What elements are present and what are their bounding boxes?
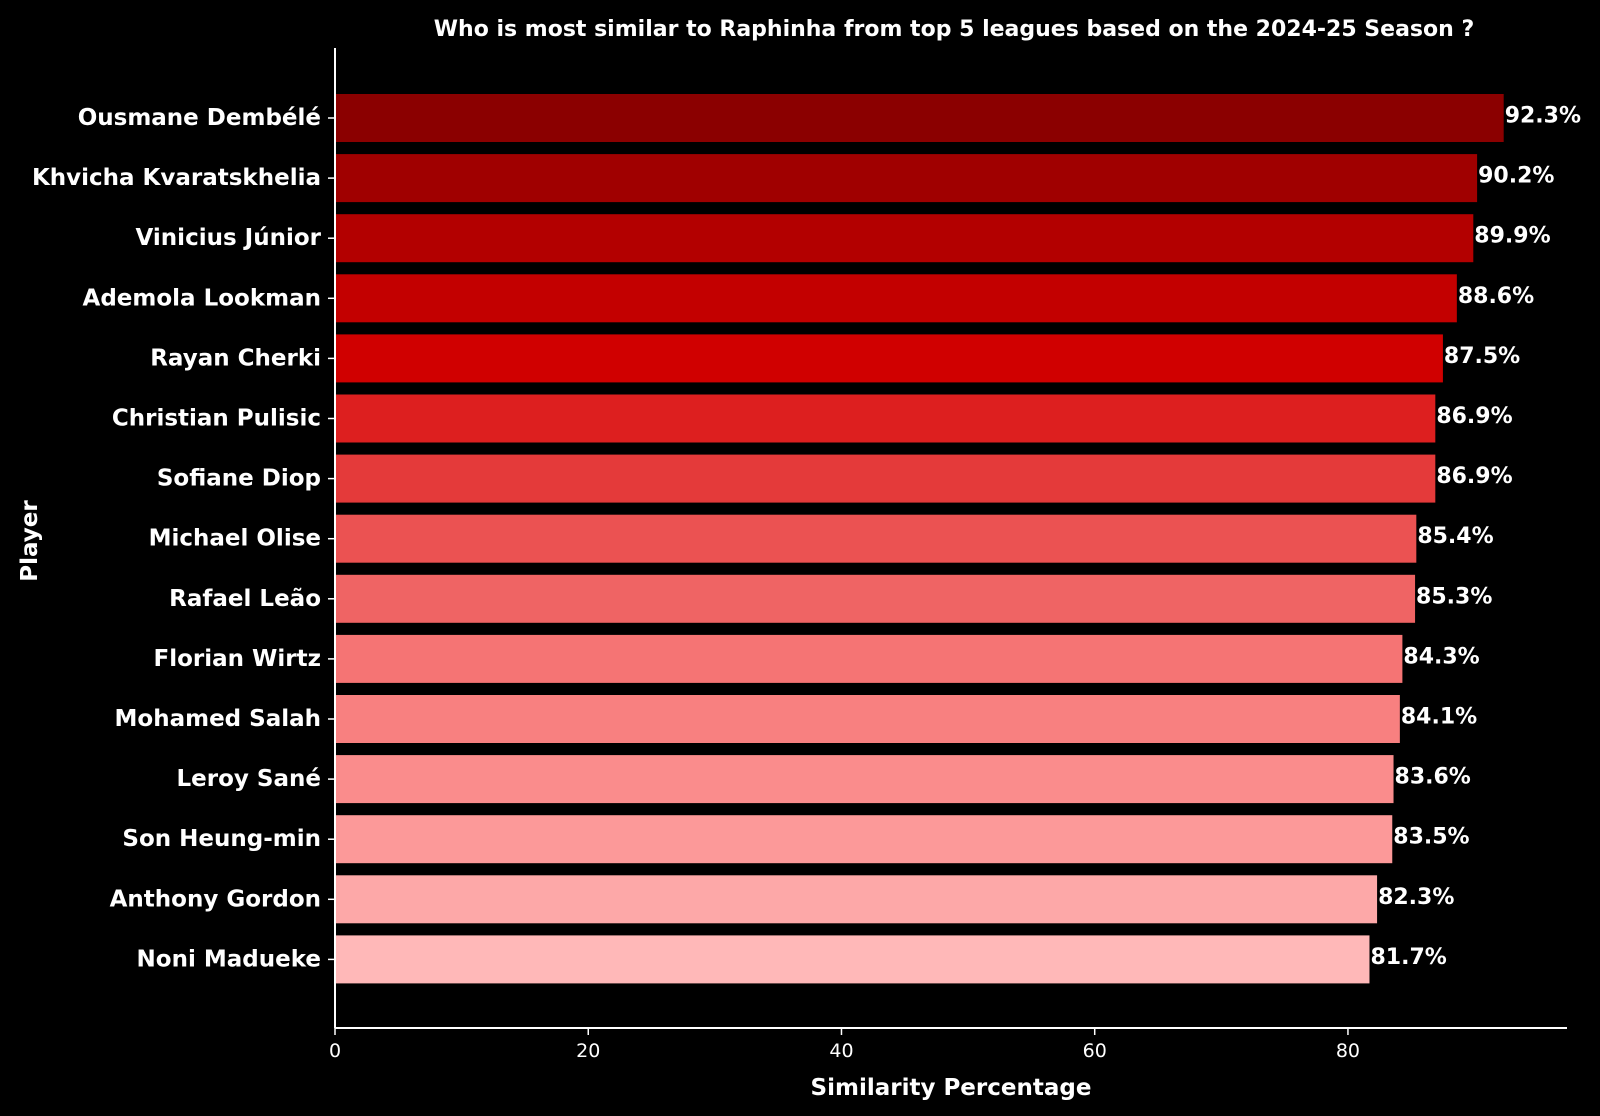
bar: [335, 334, 1443, 383]
chart-title: Who is most similar to Raphinha from top…: [434, 17, 1474, 42]
x-ticks: 0 20 40 60 80: [329, 1028, 1360, 1062]
x-tick-label: 20: [576, 1040, 600, 1062]
y-tick-label: Michael Olise: [149, 526, 321, 552]
bars-group: [335, 94, 1504, 984]
data-label: 86.9%: [1436, 404, 1512, 429]
bar: [335, 94, 1504, 142]
y-tick-label: Rayan Cherki: [150, 345, 321, 371]
y-tick-label: Leroy Sané: [177, 766, 321, 792]
data-label: 89.9%: [1474, 224, 1550, 249]
data-label: 84.1%: [1401, 705, 1477, 730]
y-tick-label: Ademola Lookman: [83, 285, 321, 311]
bar: [335, 935, 1370, 984]
data-label: 83.6%: [1395, 765, 1471, 790]
bar: [335, 755, 1394, 804]
y-tick-label: Ousmane Dembélé: [78, 105, 321, 131]
y-tick-label: Son Heung-min: [122, 826, 321, 852]
data-label: 92.3%: [1505, 104, 1581, 129]
bar: [335, 154, 1478, 203]
bar: [335, 815, 1393, 864]
bar: [335, 454, 1436, 503]
bar: [335, 214, 1474, 263]
y-tick-label: Mohamed Salah: [115, 706, 321, 732]
bar: [335, 875, 1378, 924]
data-label: 81.7%: [1370, 945, 1446, 970]
data-label: 85.4%: [1417, 524, 1493, 549]
data-label: 87.5%: [1444, 344, 1520, 369]
y-tick-label: Khvicha Kvaratskhelia: [32, 165, 321, 191]
data-label: 85.3%: [1416, 584, 1492, 609]
y-tick-label: Florian Wirtz: [153, 646, 321, 672]
bar: [335, 514, 1417, 563]
bar: [335, 274, 1457, 323]
bar: [335, 574, 1416, 623]
y-tick-label: Noni Madueke: [137, 946, 321, 972]
data-label: 84.3%: [1403, 644, 1479, 669]
data-labels: 92.3% 90.2% 89.9% 88.6% 87.5% 86.9% 86.9% 85.4%…: [1370, 104, 1581, 970]
data-label: 86.9%: [1436, 464, 1512, 489]
y-tick-labels: Ousmane Dembélé Khvicha Kvaratskhelia Vini…: [32, 105, 335, 972]
y-tick-label: Anthony Gordon: [110, 886, 321, 912]
bar: [335, 634, 1403, 683]
x-tick-label: 0: [329, 1040, 341, 1062]
y-tick-label: Christian Pulisic: [112, 406, 321, 432]
y-axis-title: Player: [17, 500, 43, 582]
y-tick-label: Sofiane Diop: [157, 466, 321, 492]
data-label: 82.3%: [1378, 885, 1454, 910]
x-tick-label: 60: [1083, 1040, 1107, 1062]
bar: [335, 695, 1400, 743]
x-tick-label: 40: [829, 1040, 853, 1062]
x-axis-title: Similarity Percentage: [811, 1075, 1092, 1101]
x-tick-label: 80: [1336, 1040, 1360, 1062]
y-tick-label: Vinicius Júnior: [136, 225, 322, 251]
data-label: 88.6%: [1458, 284, 1534, 309]
y-tick-label: Rafael Leão: [169, 586, 321, 612]
data-label: 90.2%: [1478, 164, 1554, 189]
data-label: 83.5%: [1393, 825, 1469, 850]
bar: [335, 394, 1436, 443]
